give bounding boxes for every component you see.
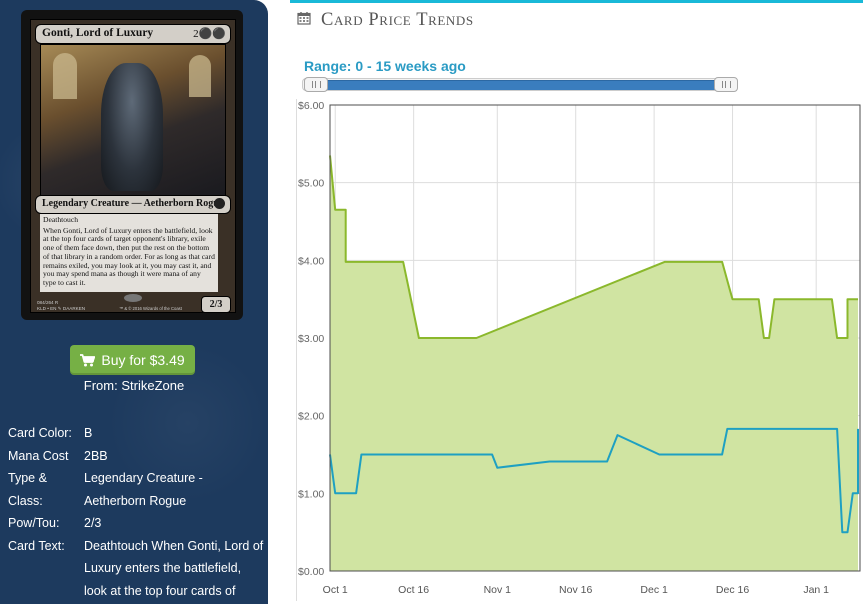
plot-border bbox=[329, 104, 861, 572]
price-chart: $0.00 $1.00 $2.00 $3.00 $4.00 $5.00 $6.00 Oct 1… bbox=[295, 97, 863, 604]
x-tick-label: Oct 1 bbox=[323, 584, 348, 596]
range-slider-end-handle[interactable] bbox=[714, 77, 738, 92]
page-title: Card Price Trends bbox=[321, 10, 474, 30]
card-rules-text: Deathtouch When Gonti, Lord of Luxury en… bbox=[40, 214, 218, 292]
card-title-bar: Gonti, Lord of Luxury 2⚫⚫ bbox=[35, 24, 231, 44]
x-tick-label: Oct 16 bbox=[398, 584, 429, 596]
card-collector-number: 084/264 R bbox=[37, 300, 59, 305]
art-window bbox=[53, 53, 77, 99]
set-symbol-icon bbox=[214, 198, 225, 209]
seller-label: From: StrikeZone bbox=[83, 378, 185, 393]
y-tick-label: $0.00 bbox=[298, 566, 324, 578]
buy-button[interactable]: Buy for $3.49 bbox=[70, 345, 195, 375]
detail-label: Card Text: bbox=[8, 538, 65, 553]
buy-button-label: Buy for $3.49 bbox=[101, 352, 185, 368]
card-name: Gonti, Lord of Luxury bbox=[42, 27, 154, 39]
detail-value: 2/3 bbox=[84, 516, 102, 530]
card-image: Gonti, Lord of Luxury 2⚫⚫ Legendary Crea… bbox=[21, 10, 243, 320]
range-slider-selection[interactable] bbox=[318, 80, 718, 90]
card-keyword: Deathtouch bbox=[43, 215, 79, 224]
series-area-0 bbox=[330, 155, 858, 571]
x-tick-label: Nov 1 bbox=[484, 584, 512, 596]
card-artwork bbox=[40, 44, 226, 196]
y-tick-label: $5.00 bbox=[298, 178, 324, 190]
price-chart-svg: $0.00 $1.00 $2.00 $3.00 $4.00 $5.00 $6.00 Oct 1… bbox=[295, 99, 861, 601]
card-ability: When Gonti, Lord of Luxury enters the ba… bbox=[43, 225, 215, 287]
x-tick-label: Dec 16 bbox=[716, 584, 749, 596]
detail-value: Legendary Creature - Aetherborn Rogue bbox=[84, 471, 203, 508]
card-type-line: Legendary Creature — Aetherborn Rogue bbox=[42, 198, 224, 209]
series-line-1 bbox=[329, 427, 859, 534]
grip-icon bbox=[311, 81, 321, 88]
panel-accent-line bbox=[290, 0, 863, 3]
art-window bbox=[189, 55, 211, 97]
detail-value: Deathtouch When Gonti, Lord of Luxury en… bbox=[84, 538, 264, 598]
y-tick-label: $4.00 bbox=[298, 255, 324, 267]
detail-label: Pow/Tou: bbox=[8, 516, 60, 530]
x-tick-label: Jan 1 bbox=[803, 584, 829, 596]
range-slider-start-handle[interactable] bbox=[304, 77, 328, 92]
card-frame: Gonti, Lord of Luxury 2⚫⚫ Legendary Crea… bbox=[30, 19, 236, 313]
y-tick-label: $1.00 bbox=[298, 488, 324, 500]
detail-label: Card Color: bbox=[8, 426, 72, 440]
x-tick-label: Nov 16 bbox=[559, 584, 592, 596]
card-details: Card Color: B Mana Cost 2BB Type & Class… bbox=[8, 422, 264, 602]
detail-label: Type & Class: bbox=[8, 471, 47, 508]
grip-icon bbox=[721, 81, 731, 88]
detail-row: Pow/Tou: 2/3 bbox=[8, 512, 264, 535]
y-tick-label: $2.00 bbox=[298, 411, 324, 423]
card-artist: KLD • EN ✎ DAARKEN bbox=[37, 306, 86, 311]
range-label: Range: 0 - 15 weeks ago bbox=[304, 58, 466, 74]
series-line-0 bbox=[329, 155, 858, 339]
card-type-bar: Legendary Creature — Aetherborn Rogue bbox=[35, 195, 231, 214]
shopping-cart-icon bbox=[80, 353, 96, 367]
y-tick-label: $6.00 bbox=[298, 100, 324, 112]
card-power-toughness: 2/3 bbox=[201, 296, 231, 313]
panel-header: Card Price Trends bbox=[297, 10, 474, 31]
x-tick-label: Dec 1 bbox=[640, 584, 668, 596]
y-tick-label: $3.00 bbox=[298, 333, 324, 345]
detail-row: Card Color: B bbox=[8, 422, 264, 445]
art-figure bbox=[101, 63, 163, 191]
detail-row: Mana Cost 2BB bbox=[8, 445, 264, 468]
detail-label: Mana Cost bbox=[8, 448, 69, 463]
card-sidebar: Gonti, Lord of Luxury 2⚫⚫ Legendary Crea… bbox=[0, 0, 268, 604]
card-copyright: ™ & © 2016 Wizards of the Coast bbox=[119, 306, 182, 311]
detail-row: Card Text: Deathtouch When Gonti, Lord o… bbox=[8, 535, 264, 603]
holo-stamp-icon bbox=[124, 294, 142, 302]
detail-value: B bbox=[84, 426, 93, 440]
card-mana-cost: 2⚫⚫ bbox=[193, 28, 226, 40]
calendar-icon bbox=[297, 11, 311, 30]
detail-row: Type & Class: Legendary Creature - Aethe… bbox=[8, 467, 264, 512]
detail-value: 2BB bbox=[84, 448, 108, 463]
